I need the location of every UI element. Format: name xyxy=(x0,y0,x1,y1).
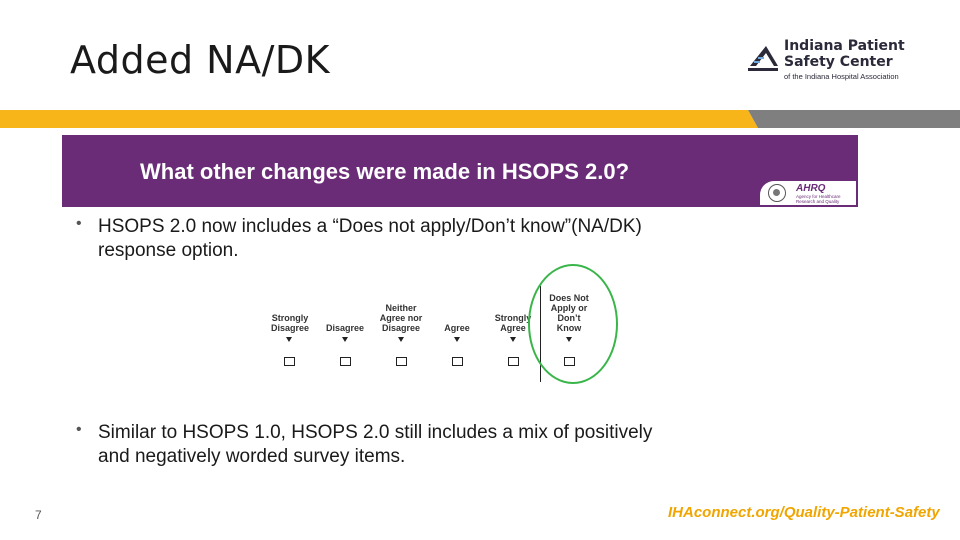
scale-label-strongly-agree: Strongly Agree xyxy=(494,313,532,333)
scale-label-neutral: Neither Agree nor Disagree xyxy=(379,303,423,333)
ahrq-subtitle: Agency for Healthcare Research and Quali… xyxy=(796,194,841,204)
ahrq-logo: AHRQ xyxy=(796,183,826,194)
ipsc-logo: Indiana Patient Safety Center of the Ind… xyxy=(746,38,926,86)
down-arrow-icon xyxy=(454,337,460,342)
accent-bar xyxy=(0,110,960,128)
scale-label-agree: Agree xyxy=(444,323,470,333)
bullet-dot-icon: • xyxy=(76,421,82,438)
scale-label-strongly-disagree: Strongly Disagree xyxy=(270,313,310,333)
logo-line-1: Indiana Patient xyxy=(784,38,905,54)
bullet-dot-icon: • xyxy=(76,215,82,232)
checkbox-agree xyxy=(452,357,463,366)
ahrq-badge: AHRQ Agency for Healthcare Research and … xyxy=(760,181,856,205)
panel-header: What other changes were made in HSOPS 2.… xyxy=(62,135,858,207)
ipsc-logo-mark-icon xyxy=(748,46,778,71)
bullet-line: HSOPS 2.0 now includes a “Does not apply… xyxy=(98,216,642,237)
down-arrow-icon xyxy=(286,337,292,342)
checkbox-neutral xyxy=(396,357,407,366)
bullet-text: HSOPS 2.0 now includes a “Does not apply… xyxy=(98,215,642,263)
down-arrow-icon xyxy=(342,337,348,342)
page-number: 7 xyxy=(35,508,42,522)
bullet-text: Similar to HSOPS 1.0, HSOPS 2.0 still in… xyxy=(98,421,652,469)
logo-line-3: of the Indiana Hospital Association xyxy=(784,72,899,81)
checkbox-disagree xyxy=(340,357,351,366)
down-arrow-icon xyxy=(510,337,516,342)
bullet-line: response option. xyxy=(98,240,239,261)
panel-heading: What other changes were made in HSOPS 2.… xyxy=(140,159,630,184)
na-dk-highlight-circle xyxy=(528,264,618,384)
bullet-line: Similar to HSOPS 1.0, HSOPS 2.0 still in… xyxy=(98,422,653,443)
checkbox-strongly-disagree xyxy=(284,357,295,366)
scale-label-disagree: Disagree xyxy=(325,323,365,333)
down-arrow-icon xyxy=(398,337,404,342)
hhs-seal-icon xyxy=(768,184,786,202)
slide-title: Added NA/DK xyxy=(70,38,331,82)
checkbox-strongly-agree xyxy=(508,357,519,366)
footer-url[interactable]: IHAconnect.org/Quality-Patient-Safety xyxy=(668,504,940,521)
bullet-line: and negatively worded survey items. xyxy=(98,446,406,467)
logo-line-2: Safety Center xyxy=(784,54,893,70)
